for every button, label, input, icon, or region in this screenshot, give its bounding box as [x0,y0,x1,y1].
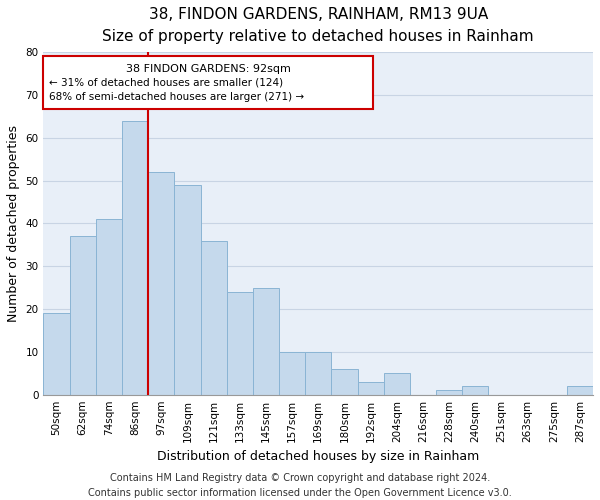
Bar [43,314,70,394]
Text: 68% of semi-detached houses are larger (271) →: 68% of semi-detached houses are larger (… [49,92,304,102]
Bar [253,288,279,395]
Text: Contains HM Land Registry data © Crown copyright and database right 2024.
Contai: Contains HM Land Registry data © Crown c… [88,472,512,498]
Bar [279,352,305,395]
Bar [148,172,175,394]
Bar [96,219,122,394]
Title: 38, FINDON GARDENS, RAINHAM, RM13 9UA
Size of property relative to detached hous: 38, FINDON GARDENS, RAINHAM, RM13 9UA Si… [103,7,534,44]
Bar [358,382,383,394]
Text: ← 31% of detached houses are smaller (124): ← 31% of detached houses are smaller (12… [49,78,283,88]
Bar [305,352,331,395]
Bar [200,240,227,394]
Bar [383,374,410,394]
Text: 38 FINDON GARDENS: 92sqm: 38 FINDON GARDENS: 92sqm [126,64,291,74]
Bar [436,390,462,394]
Bar [567,386,593,394]
Bar [122,121,148,394]
Bar [331,369,358,394]
Bar [175,185,200,394]
Bar [70,236,96,394]
Bar [462,386,488,394]
FancyBboxPatch shape [43,56,373,109]
X-axis label: Distribution of detached houses by size in Rainham: Distribution of detached houses by size … [157,450,479,463]
Bar [227,292,253,394]
Y-axis label: Number of detached properties: Number of detached properties [7,125,20,322]
